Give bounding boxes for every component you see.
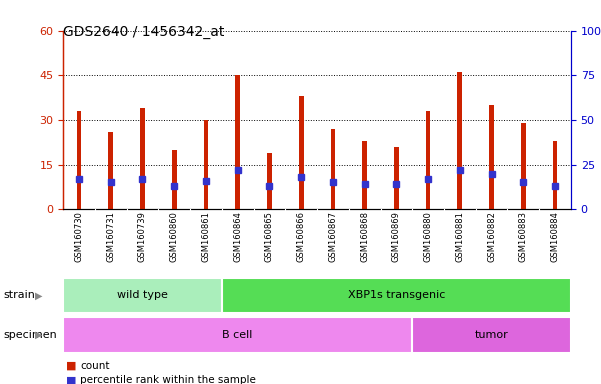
Bar [140, 108, 145, 209]
Bar [426, 111, 430, 209]
Text: XBP1s transgenic: XBP1s transgenic [348, 290, 445, 300]
Text: ▶: ▶ [35, 290, 42, 300]
Bar [489, 105, 494, 209]
Text: ■: ■ [66, 375, 76, 384]
Bar [553, 141, 558, 209]
Bar [299, 96, 304, 209]
Text: wild type: wild type [117, 290, 168, 300]
Bar [457, 73, 462, 209]
Text: GDS2640 / 1456342_at: GDS2640 / 1456342_at [63, 25, 225, 39]
Text: strain: strain [3, 290, 35, 300]
Bar [108, 132, 113, 209]
Bar [394, 147, 398, 209]
Bar [172, 150, 177, 209]
Text: specimen: specimen [3, 330, 56, 340]
Text: ▶: ▶ [35, 330, 42, 340]
Bar [521, 123, 526, 209]
Text: tumor: tumor [475, 330, 508, 340]
Text: B cell: B cell [222, 330, 253, 340]
Text: count: count [80, 361, 109, 371]
Bar [204, 120, 209, 209]
Bar [236, 75, 240, 209]
Bar [362, 141, 367, 209]
Bar [76, 111, 81, 209]
Text: percentile rank within the sample: percentile rank within the sample [80, 375, 256, 384]
Text: ■: ■ [66, 361, 76, 371]
Bar [267, 153, 272, 209]
Bar [331, 129, 335, 209]
